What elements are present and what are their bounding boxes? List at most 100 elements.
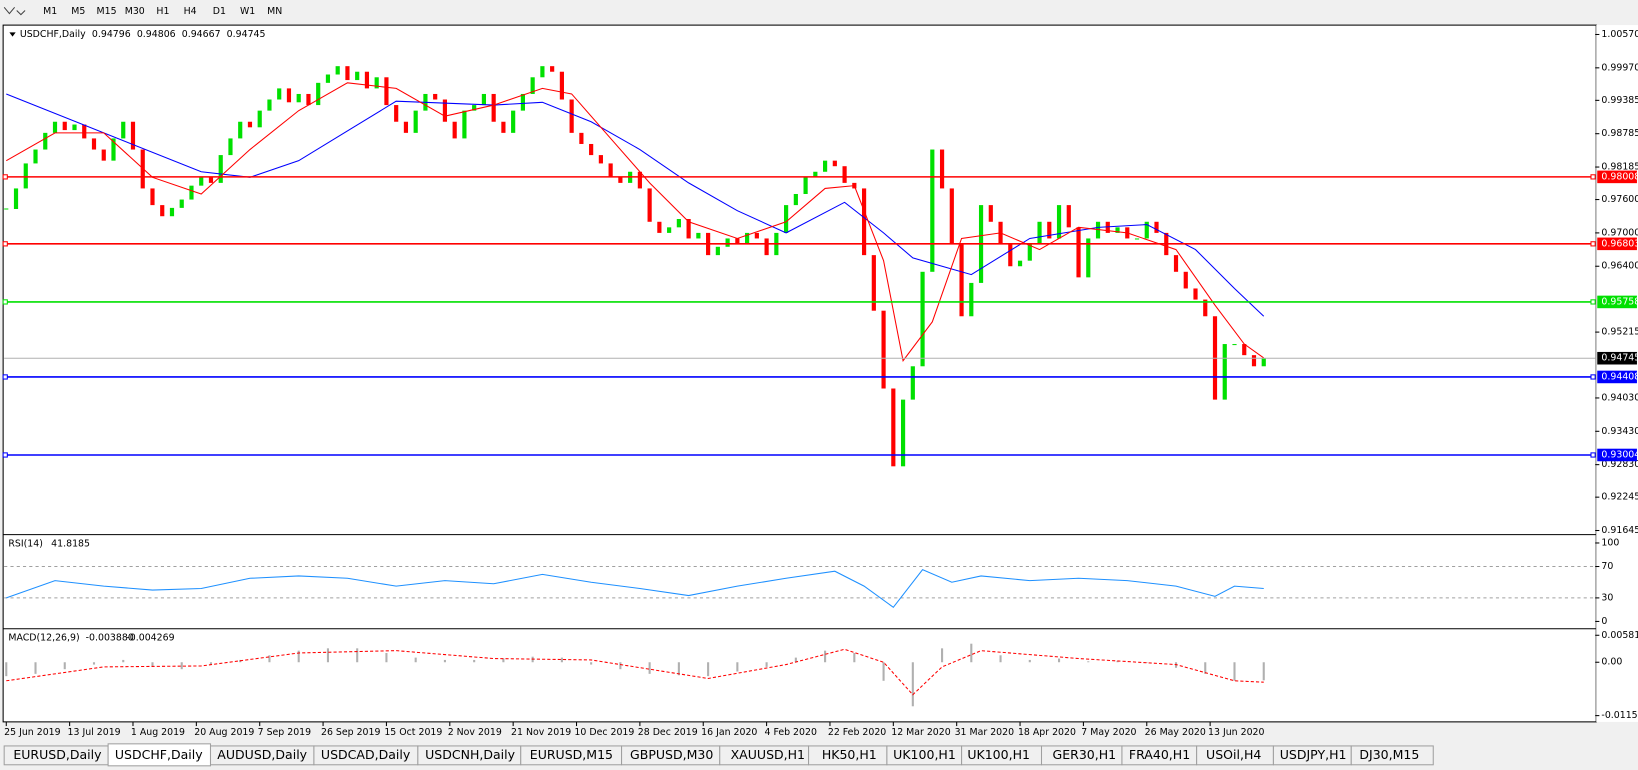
- y-tick-label: 0.98785: [1601, 128, 1638, 139]
- y-tick-label: 0.99385: [1601, 95, 1638, 106]
- y-tick-label: 0.97000: [1601, 227, 1638, 238]
- y-tick-label: 30: [1601, 592, 1613, 603]
- tab[interactable]: [1350, 745, 1434, 766]
- candle: [832, 160, 837, 167]
- candle: [1017, 260, 1023, 267]
- candle: [33, 149, 38, 164]
- tab-label[interactable]: GBPUSD,M30: [630, 747, 713, 762]
- macd-bar: [122, 659, 125, 663]
- timeframe-button[interactable]: M1: [43, 6, 57, 17]
- candle: [861, 188, 867, 256]
- level-label: 0.94745: [1601, 353, 1638, 364]
- candle: [1056, 205, 1062, 239]
- candle: [520, 93, 525, 111]
- candle: [1183, 271, 1188, 289]
- tab-label[interactable]: FRA40,H1: [1129, 747, 1190, 762]
- macd-bar: [502, 658, 505, 663]
- x-tick-label: 7 Sep 2019: [258, 727, 312, 738]
- tab-label[interactable]: GER30,H1: [1053, 747, 1117, 762]
- macd-label: MACD(12,26,9): [8, 633, 79, 644]
- macd-bar: [590, 662, 593, 665]
- candle: [1203, 299, 1208, 317]
- tab-label[interactable]: XAUUSD,H1: [731, 747, 805, 762]
- symbol: USDCHF,Daily: [20, 29, 86, 40]
- tab-label[interactable]: USDCAD,Daily: [321, 747, 411, 762]
- candle: [676, 219, 681, 228]
- candle: [511, 110, 516, 133]
- tab-label[interactable]: DJ30,M15: [1359, 747, 1419, 762]
- timeframe-button[interactable]: D1: [213, 6, 226, 17]
- x-tick-label: 25 Jun 2019: [4, 727, 60, 738]
- timeframe-button[interactable]: H4: [184, 6, 197, 17]
- tab-label[interactable]: UK100,H1: [893, 747, 956, 762]
- candle: [384, 77, 389, 106]
- candle: [267, 99, 272, 111]
- macd-reading: -0.003880: [86, 633, 134, 644]
- tab-label[interactable]: UK100,H1: [967, 747, 1030, 762]
- x-tick-label: 10 Dec 2019: [574, 727, 634, 738]
- candle: [959, 244, 964, 317]
- candle: [462, 110, 467, 139]
- candle: [1251, 355, 1257, 367]
- tab-label[interactable]: AUDUSD,Daily: [217, 747, 307, 762]
- tab-label[interactable]: USOil,H4: [1206, 747, 1261, 762]
- candle: [101, 149, 106, 161]
- timeframe-button[interactable]: H1: [156, 6, 169, 17]
- candle: [735, 238, 740, 245]
- macd-bar: [326, 648, 329, 663]
- tab-label[interactable]: EURUSD,Daily: [13, 747, 102, 762]
- candle: [1134, 238, 1140, 240]
- tab-label[interactable]: EURUSD,M15: [530, 747, 613, 762]
- tab-label[interactable]: USDCNH,Daily: [425, 747, 516, 762]
- macd-bar: [297, 650, 300, 663]
- candle: [988, 205, 993, 222]
- timeframe-button[interactable]: MN: [267, 6, 282, 17]
- level-label: 0.95758: [1601, 296, 1638, 307]
- level-label-box: [1597, 351, 1637, 365]
- candle: [589, 143, 594, 156]
- candle: [121, 121, 126, 139]
- macd-bar: [5, 662, 8, 677]
- y-tick-label: 70: [1601, 561, 1613, 572]
- timeframe-button[interactable]: M15: [97, 6, 117, 17]
- candle: [43, 132, 48, 150]
- x-tick-label: 26 Sep 2019: [321, 727, 380, 738]
- x-tick-label: 21 Nov 2019: [511, 727, 571, 738]
- macd-bar: [268, 655, 271, 663]
- candle: [345, 66, 350, 81]
- timeframe-button[interactable]: W1: [240, 6, 255, 17]
- candle: [296, 93, 301, 103]
- x-tick-label: 20 Aug 2019: [194, 727, 254, 738]
- candle: [1115, 227, 1120, 233]
- macd-bar: [999, 655, 1002, 663]
- level-handle: [1590, 241, 1596, 247]
- macd-bar: [794, 657, 797, 663]
- rsi-reading: 41.8185: [51, 539, 90, 550]
- tab-label[interactable]: USDCHF,Daily: [115, 747, 203, 762]
- tab-label[interactable]: USDJPY,H1: [1280, 747, 1347, 762]
- candle: [793, 193, 798, 206]
- candle: [559, 71, 564, 100]
- candle: [228, 138, 233, 156]
- macd-bar: [1087, 661, 1090, 663]
- candle: [910, 366, 915, 400]
- timeframe-button[interactable]: M5: [71, 6, 85, 17]
- candle: [784, 205, 789, 233]
- timeframe-button[interactable]: M30: [125, 6, 145, 17]
- x-tick-label: 2 Nov 2019: [448, 727, 502, 738]
- candle: [822, 160, 828, 172]
- macd-reading: -0.004269: [126, 633, 174, 644]
- chart-window: [2, 24, 1597, 723]
- tab-label[interactable]: HK50,H1: [822, 747, 877, 762]
- level-handle: [2, 299, 8, 305]
- macd-bar: [677, 662, 680, 676]
- candle: [745, 232, 750, 245]
- macd-bar: [1057, 658, 1061, 663]
- candle: [247, 121, 253, 128]
- level-handle: [2, 374, 8, 380]
- candle: [1086, 238, 1091, 278]
- candle: [842, 166, 847, 183]
- candle: [130, 121, 136, 150]
- candle: [238, 121, 243, 139]
- candle: [1037, 221, 1042, 245]
